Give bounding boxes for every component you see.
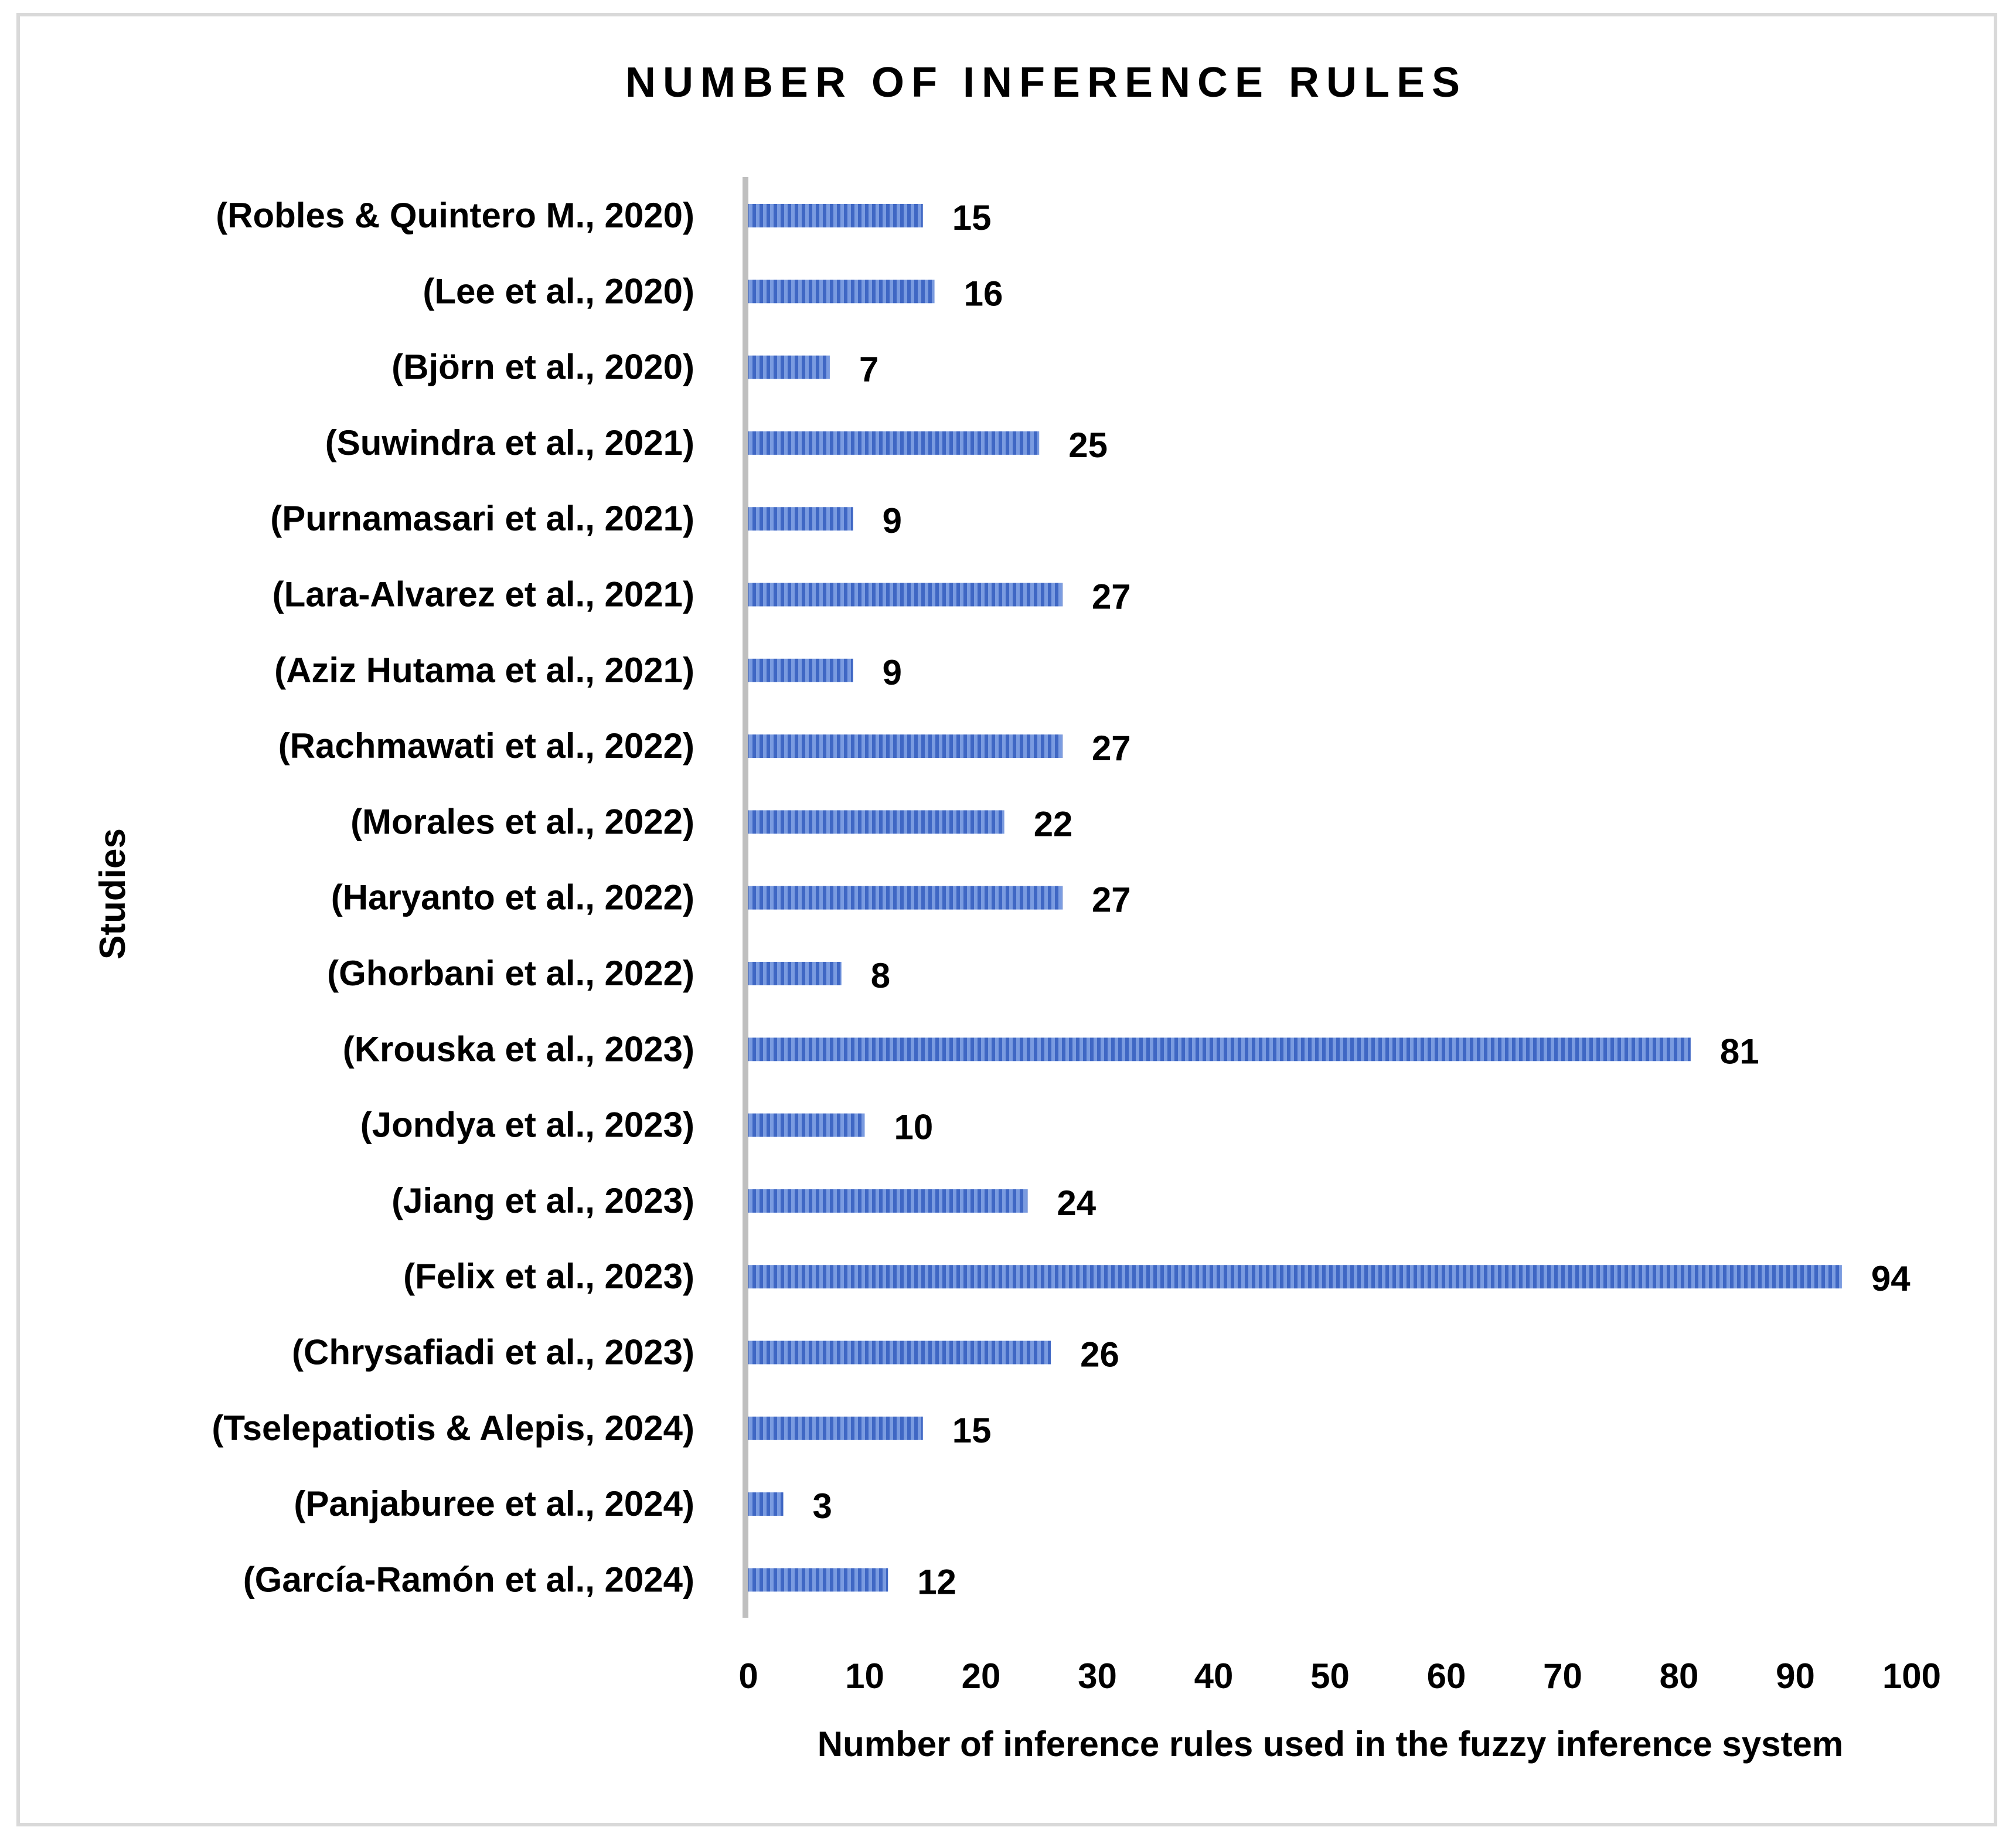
bar [748, 962, 842, 985]
bar [748, 1037, 1691, 1062]
category-label: (Haryanto et al., 2022) [331, 878, 694, 917]
data-label: 8 [871, 956, 890, 995]
category-label: (Krouska et al., 2023) [343, 1029, 694, 1069]
category-label: (Chrysafiadi et al., 2023) [292, 1333, 694, 1372]
bars-group [748, 204, 1842, 1592]
data-label: 94 [1871, 1259, 1911, 1298]
category-label: (Jondya et al., 2023) [360, 1105, 694, 1145]
x-tick-label: 20 [962, 1656, 1001, 1696]
category-label: (Ghorbani et al., 2022) [327, 954, 694, 993]
x-tick-label: 50 [1310, 1656, 1350, 1696]
category-label: (Tselepatiotis & Alepis, 2024) [212, 1408, 694, 1448]
data-labels: 15 16 7 25 9 27 9 27 22 27 8 81 10 24 94 26 15 3 12 [813, 198, 1911, 1601]
bar [748, 810, 1004, 834]
category-label: (Björn et al., 2020) [391, 348, 694, 387]
x-tick-label: 80 [1660, 1656, 1699, 1696]
category-label: (Panjaburee et al., 2024) [294, 1484, 694, 1523]
x-tick-label: 90 [1776, 1656, 1815, 1696]
category-labels: (Robles & Quintero M., 2020) (Lee et al.,… [212, 196, 694, 1599]
bar [748, 1492, 784, 1516]
bar [748, 1189, 1028, 1213]
chart-title: NUMBER OF INFERENCE RULES [625, 59, 1467, 106]
data-label: 10 [894, 1108, 934, 1147]
category-label: (Rachmawati et al., 2022) [278, 726, 694, 766]
x-tick-label: 30 [1078, 1656, 1117, 1696]
x-tick-label: 40 [1194, 1656, 1234, 1696]
category-label: (Felix et al., 2023) [403, 1257, 694, 1296]
data-label: 81 [1720, 1032, 1759, 1071]
data-label: 27 [1092, 729, 1131, 768]
bar [748, 1113, 865, 1137]
category-label: (Robles & Quintero M., 2020) [216, 196, 694, 235]
bar [748, 280, 935, 304]
x-axis-label: Number of inference rules used in the fu… [818, 1724, 1844, 1764]
bar [748, 507, 853, 531]
data-label: 15 [952, 1411, 992, 1450]
category-label: (Aziz Hutama et al., 2021) [274, 651, 694, 690]
y-axis-label: Studies [93, 828, 133, 960]
bar [748, 658, 853, 682]
bar [748, 1265, 1842, 1289]
x-tick-labels: 0 10 20 30 40 50 60 70 80 90 100 [738, 1656, 1941, 1696]
bar [748, 583, 1063, 607]
x-tick-label: 60 [1427, 1656, 1466, 1696]
x-tick-label: 0 [738, 1656, 758, 1696]
category-label: (Lara-Alvarez et al., 2021) [273, 575, 694, 614]
data-label: 3 [813, 1486, 832, 1526]
x-tick-label: 100 [1882, 1656, 1941, 1696]
data-label: 26 [1080, 1335, 1119, 1375]
data-label: 9 [883, 653, 902, 692]
data-label: 22 [1034, 804, 1073, 843]
bar [748, 431, 1040, 455]
bar [748, 204, 923, 227]
category-label: (García-Ramón et al., 2024) [243, 1560, 694, 1599]
data-label: 27 [1092, 577, 1131, 617]
bar [748, 1341, 1051, 1365]
data-label: 7 [859, 350, 878, 389]
bar [748, 734, 1063, 758]
data-label: 12 [917, 1562, 956, 1601]
data-label: 15 [952, 198, 992, 237]
data-label: 25 [1068, 426, 1108, 465]
category-label: (Lee et al., 2020) [423, 271, 694, 311]
bar [748, 1416, 923, 1440]
category-label: (Morales et al., 2022) [350, 802, 694, 841]
category-label: (Purnamasari et al., 2021) [270, 499, 694, 538]
data-label: 27 [1092, 880, 1131, 920]
category-label: (Suwindra et al., 2021) [325, 423, 694, 462]
bar [748, 1568, 888, 1592]
data-label: 16 [964, 274, 1003, 313]
chart-frame [16, 13, 1997, 1826]
data-label: 9 [883, 501, 902, 540]
bar [748, 355, 830, 379]
x-tick-label: 70 [1543, 1656, 1582, 1696]
x-tick-label: 10 [845, 1656, 884, 1696]
bar [748, 886, 1063, 910]
category-label: (Jiang et al., 2023) [391, 1181, 694, 1220]
data-label: 24 [1057, 1183, 1096, 1223]
